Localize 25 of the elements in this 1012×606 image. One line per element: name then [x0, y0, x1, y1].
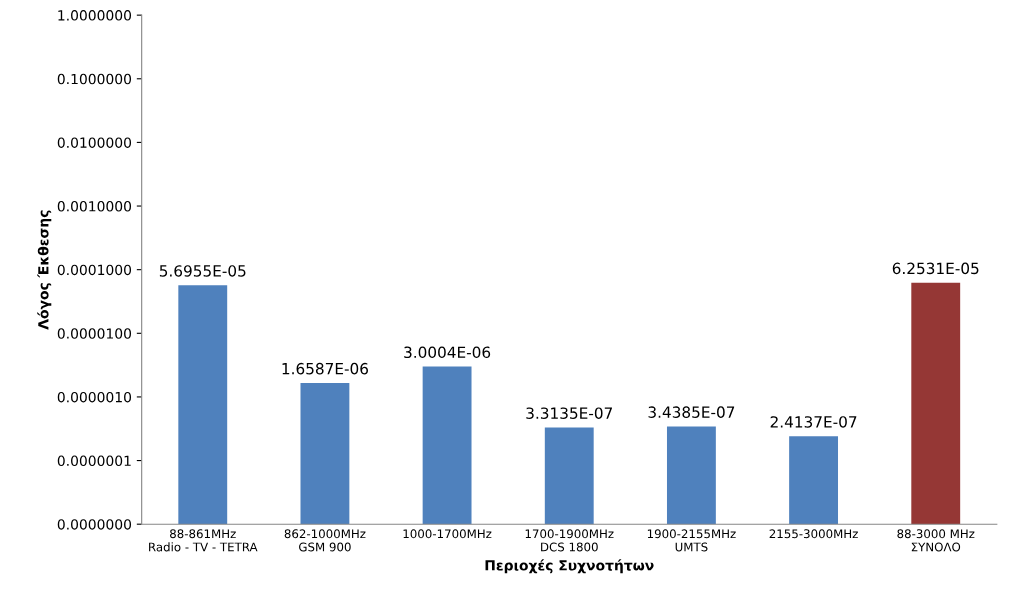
x-axis-title: Περιοχές Συχνοτήτων — [485, 559, 654, 574]
y-tick-label: 0.0000000 — [57, 519, 132, 530]
x-tick-label: 862-1000MHz GSM 900 — [284, 529, 366, 552]
x-tick-label: 2155-3000MHz — [769, 529, 858, 539]
x-tick-label: 88-861MHz Radio - TV - TETRA — [149, 529, 258, 552]
x-tick-label: 88-3000 MHz ΣΥΝΟΛΟ — [897, 529, 975, 552]
data-label: 5.6955E-05 — [159, 265, 246, 277]
x-tick-label: 1900-2155MHz UMTS — [647, 529, 736, 552]
y-tick-label: 0.0100000 — [57, 137, 132, 148]
data-label: 3.0004E-06 — [404, 346, 491, 359]
y-axis-title: Λόγος Έκθεσης — [37, 210, 52, 330]
y-tick-label: 0.0010000 — [57, 201, 132, 212]
data-label: 3.4385E-07 — [648, 406, 735, 418]
x-tick-label: 1700-1900MHz DCS 1800 — [525, 529, 614, 552]
y-tick-label: 0.0001000 — [57, 264, 132, 276]
data-label: 1.6587E-06 — [282, 362, 368, 375]
data-label: 6.2531E-05 — [892, 262, 979, 275]
y-tick-label: 0.0000010 — [57, 391, 132, 403]
y-tick-label: 0.0000001 — [57, 455, 131, 467]
x-tick-label: 1000-1700MHz — [403, 529, 492, 539]
y-tick-label: 0.0000100 — [57, 328, 132, 339]
data-label: 3.3135E-07 — [526, 407, 612, 419]
y-tick-label: 0.1000000 — [57, 73, 132, 85]
y-tick-label: 1.0000000 — [58, 10, 132, 21]
data-label: 2.4137E-07 — [770, 416, 857, 428]
